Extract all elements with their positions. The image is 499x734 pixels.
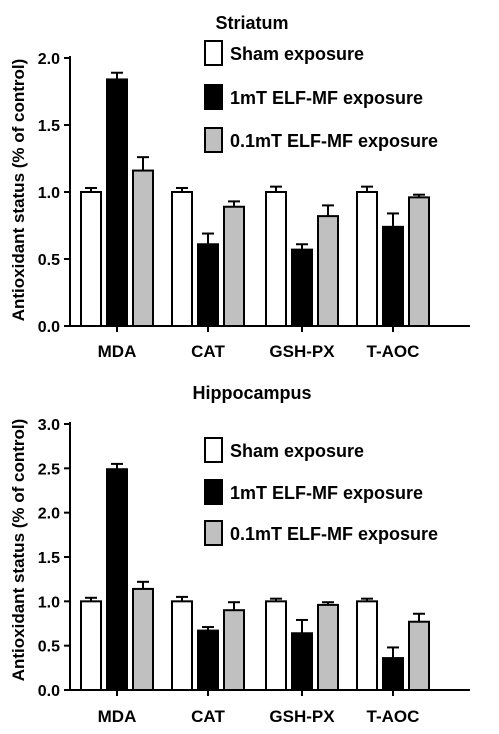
bar	[197, 629, 219, 691]
chart-title: Striatum	[215, 13, 288, 33]
bar	[171, 191, 193, 327]
legend-swatch	[204, 520, 223, 546]
legend-label: Sham exposure	[230, 441, 364, 461]
y-tick-label: 3.0	[38, 417, 60, 434]
y-tick-label: 2.5	[38, 461, 60, 478]
bar	[223, 609, 245, 692]
bar	[291, 632, 313, 692]
y-axis-label: Antioxidant status (% of control)	[9, 419, 28, 682]
legend-swatch	[204, 40, 223, 66]
bar	[223, 205, 245, 328]
legend-swatch	[204, 479, 223, 505]
bar	[132, 169, 154, 327]
legend-swatch	[204, 84, 223, 110]
y-tick-label: 0.0	[38, 319, 60, 336]
bar	[382, 657, 404, 692]
legend-label: 0.1mT ELF-MF exposure	[230, 524, 438, 544]
y-axis-label: Antioxidant status (% of control)	[9, 59, 28, 322]
x-tick-label: CAT	[191, 342, 225, 361]
bar	[291, 248, 313, 327]
x-tick-label: GSH-PX	[269, 707, 335, 726]
bar	[171, 600, 193, 691]
y-tick-label: 1.5	[38, 550, 60, 567]
bar	[265, 600, 287, 691]
chart-title: Hippocampus	[192, 383, 311, 403]
bar	[80, 191, 102, 327]
y-tick-label: 1.0	[38, 594, 60, 611]
bar	[408, 620, 430, 692]
bar	[106, 468, 128, 691]
bar	[317, 215, 339, 327]
y-tick-label: 0.0	[38, 683, 60, 700]
x-tick-label: GSH-PX	[269, 342, 335, 361]
legend-label: 1mT ELF-MF exposure	[230, 88, 423, 108]
bar	[356, 600, 378, 691]
bar	[317, 603, 339, 692]
x-tick-label: MDA	[98, 342, 137, 361]
y-tick-label: 1.0	[38, 185, 60, 202]
y-tick-label: 2.0	[38, 506, 60, 523]
legend-swatch	[204, 437, 223, 463]
y-tick-label: 2.0	[38, 51, 60, 68]
bar	[356, 191, 378, 327]
legend-label: 1mT ELF-MF exposure	[230, 483, 423, 503]
bar	[265, 191, 287, 327]
x-tick-label: CAT	[191, 707, 225, 726]
y-tick-label: 0.5	[38, 252, 60, 269]
bar	[80, 600, 102, 691]
legend-label: Sham exposure	[230, 44, 364, 64]
legend-label: 0.1mT ELF-MF exposure	[230, 131, 438, 151]
legend-swatch	[204, 127, 223, 153]
y-tick-label: 1.5	[38, 118, 60, 135]
hippocampus-chart: Hippocampus Antioxidant status (% of cont…	[9, 383, 470, 726]
x-tick-label: MDA	[98, 707, 137, 726]
bar	[382, 225, 404, 327]
x-tick-label: T-AOC	[367, 342, 420, 361]
x-tick-label: T-AOC	[367, 707, 420, 726]
bar	[106, 78, 128, 327]
bar	[132, 587, 154, 691]
bar	[408, 196, 430, 327]
bar	[197, 243, 219, 327]
y-tick-label: 0.5	[38, 639, 60, 656]
striatum-chart: Striatum Antioxidant status (% of control…	[9, 13, 470, 361]
